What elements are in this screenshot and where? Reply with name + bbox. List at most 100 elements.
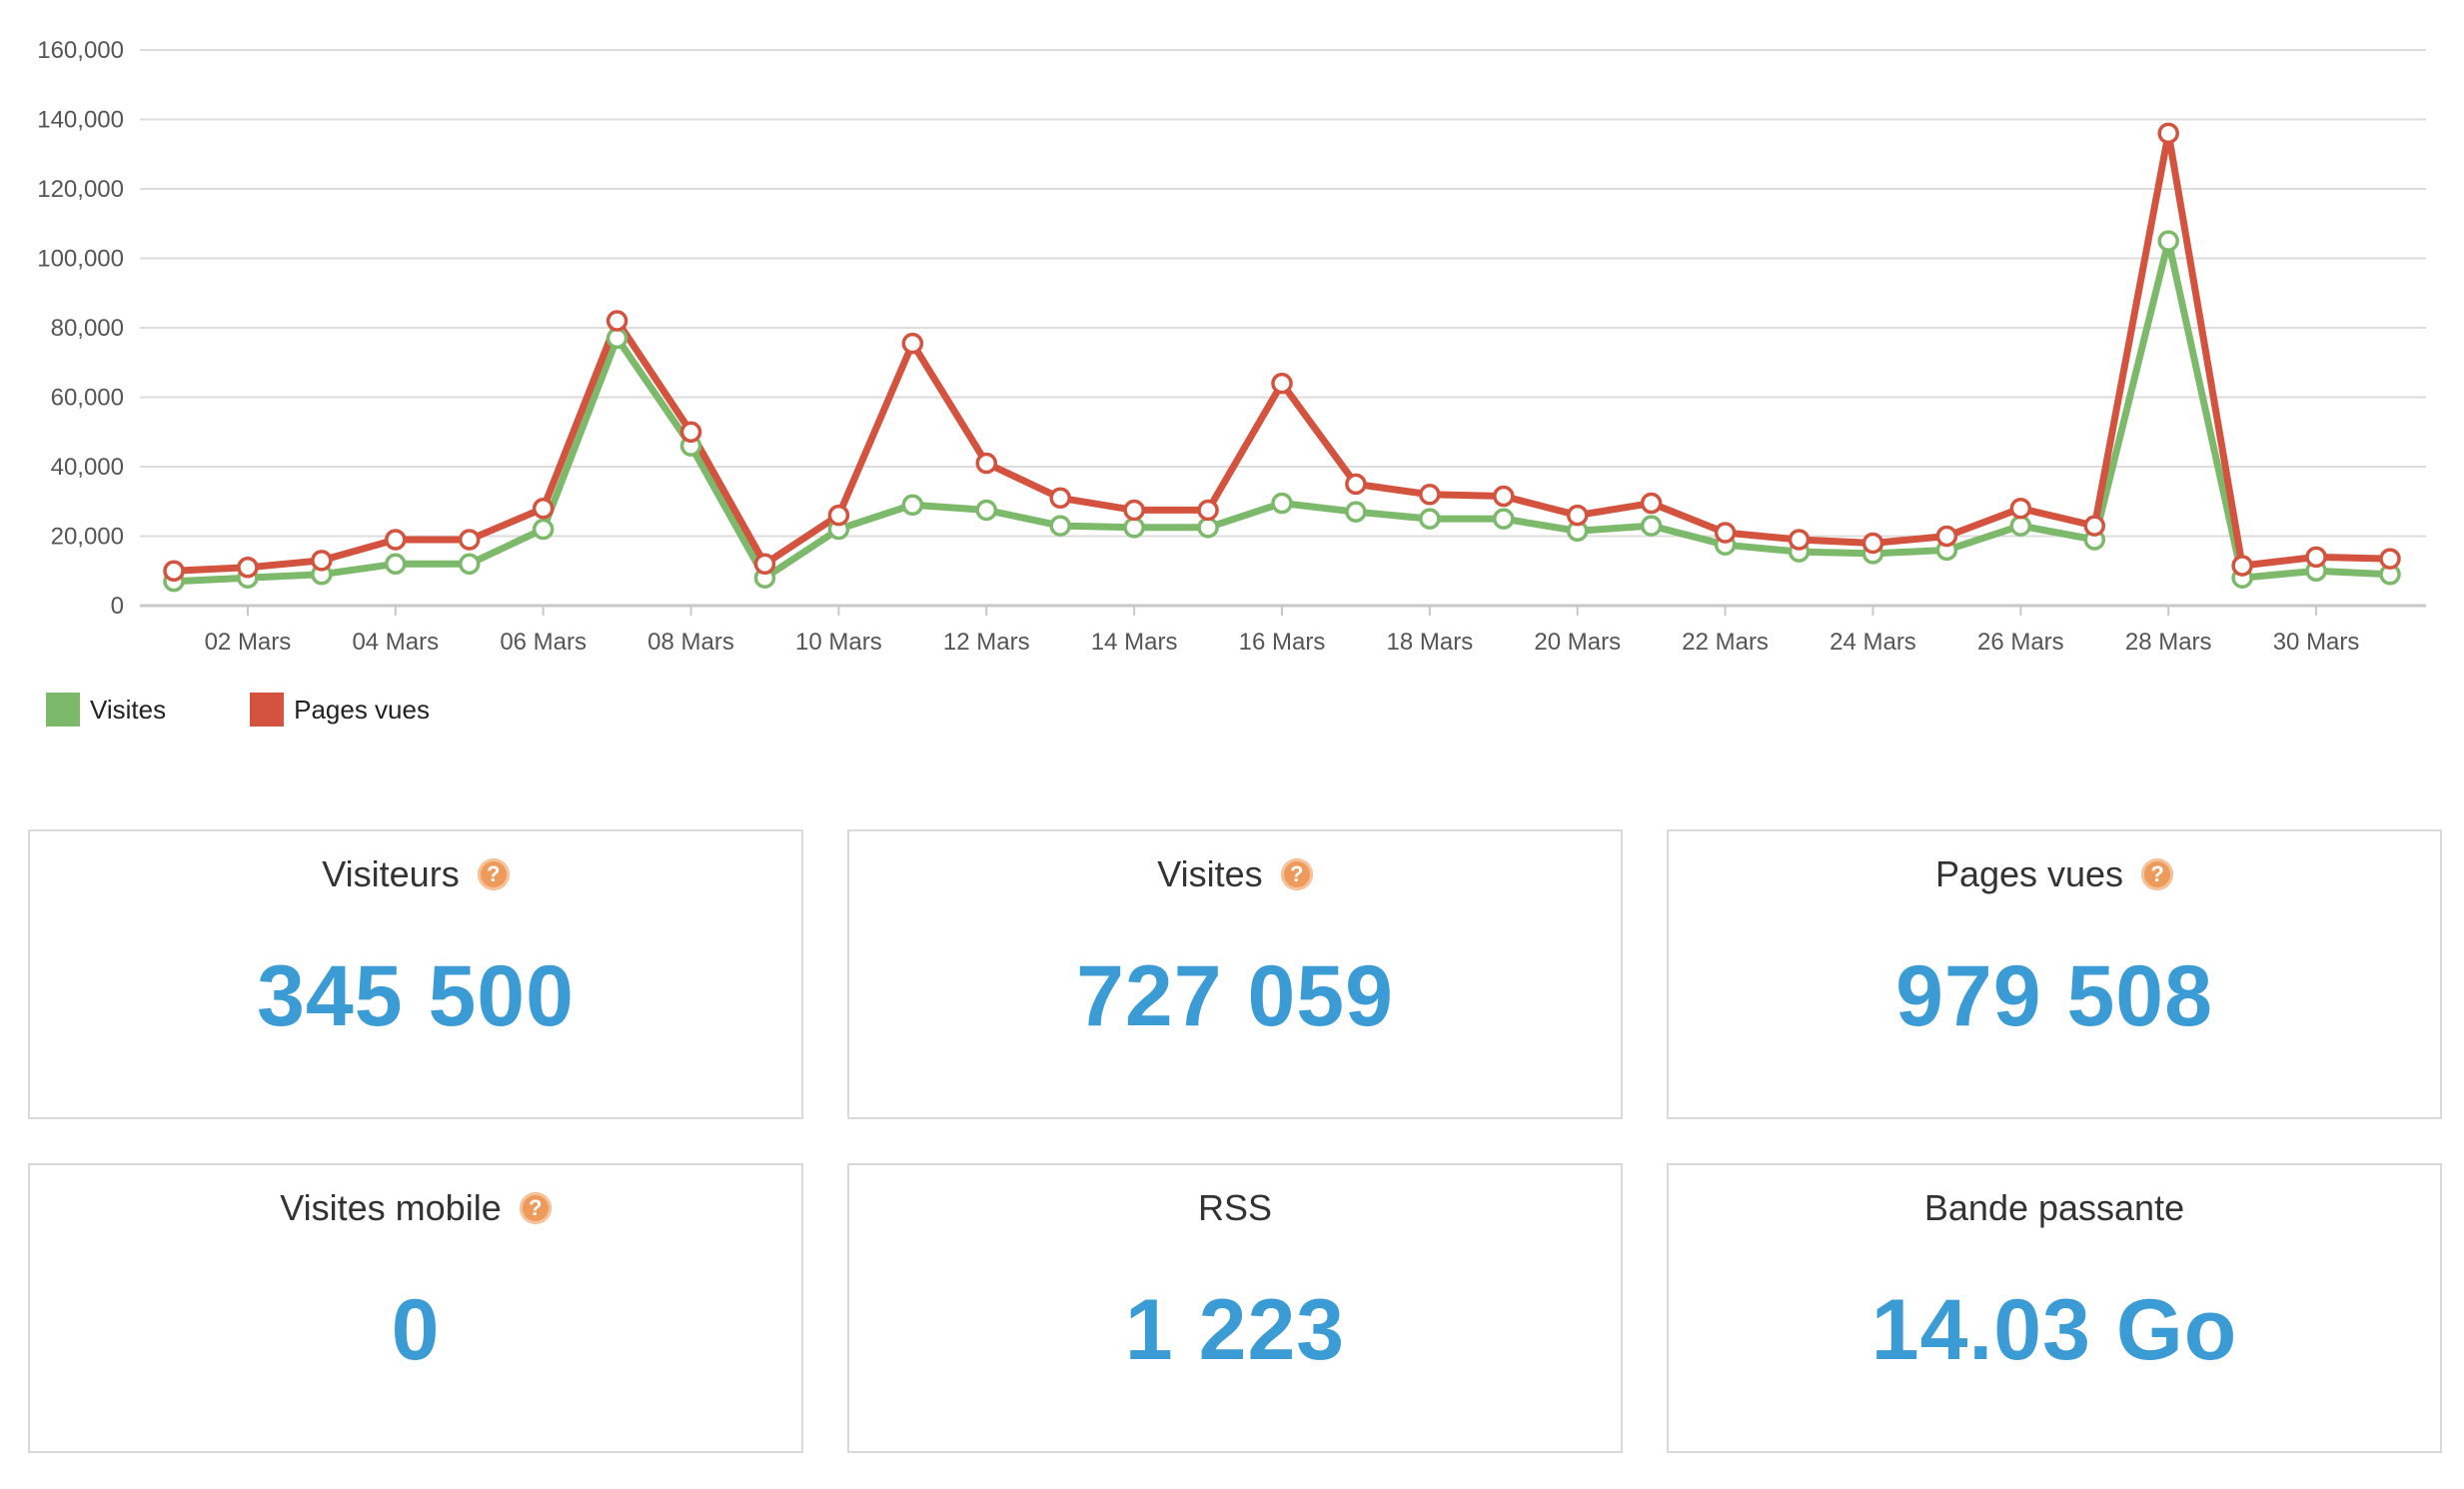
x-tick-label: 14 Mars <box>1091 629 1178 656</box>
data-point-pages-vues[interactable] <box>606 310 628 332</box>
data-point-pages-vues[interactable] <box>311 550 333 572</box>
help-icon[interactable]: ? <box>519 1192 552 1224</box>
data-point-visites[interactable] <box>901 494 924 516</box>
x-tick-label: 28 Mars <box>2125 629 2212 656</box>
y-tick-label: 140,000 <box>37 107 124 134</box>
data-point-pages-vues[interactable] <box>1935 525 1958 548</box>
stat-card-title: Bande passante <box>1923 1187 2185 1228</box>
stat-card-visites-mobile: Visites mobile ? 0 <box>28 1163 803 1453</box>
x-tick-label: 10 Mars <box>795 629 882 656</box>
legend-label-visites: Visites <box>90 694 167 725</box>
help-icon[interactable]: ? <box>477 858 510 890</box>
data-point-pages-vues[interactable] <box>827 504 850 527</box>
series-line-visites <box>170 237 2394 586</box>
stat-card-pages-vues: Pages vues ? 979 508 <box>1667 829 2442 1119</box>
data-point-pages-vues[interactable] <box>2157 122 2179 145</box>
stat-card-title: Visites mobile <box>280 1187 502 1228</box>
data-point-pages-vues[interactable] <box>1714 522 1737 544</box>
x-tick-label: 04 Mars <box>352 629 439 656</box>
stat-card-rss: RSS 1 223 <box>847 1163 1623 1453</box>
stat-card-title: RSS <box>1197 1187 1273 1228</box>
data-point-pages-vues[interactable] <box>458 529 481 551</box>
data-point-pages-vues[interactable] <box>2083 515 2106 537</box>
x-axis-tick-labels: 02 Mars 04 Mars 06 Mars 08 Mars 10 Mars 12 Ma… <box>205 606 2360 656</box>
stat-card-value: 0 <box>391 1282 441 1378</box>
data-point-visites[interactable] <box>385 553 407 576</box>
series-points <box>163 122 2401 593</box>
stat-card-title-row: Visites mobile ? <box>30 1185 801 1231</box>
data-point-visites[interactable] <box>2157 230 2179 252</box>
x-tick-label: 08 Mars <box>647 629 734 656</box>
y-axis-tick-labels: 0 20,000 40,000 60,000 80,000 100,000 120,000 1… <box>37 37 124 620</box>
data-point-pages-vues[interactable] <box>1049 487 1071 510</box>
data-point-pages-vues[interactable] <box>753 553 776 576</box>
chart-legend: Visites Pages vues <box>46 690 514 730</box>
stat-card-title: Visites <box>1157 853 1263 894</box>
stat-card-value: 727 059 <box>1076 948 1394 1044</box>
legend-swatch-visites <box>46 693 80 727</box>
x-tick-label: 20 Mars <box>1534 629 1621 656</box>
y-tick-label: 0 <box>111 593 124 620</box>
data-point-visites[interactable] <box>1640 515 1663 537</box>
data-point-visites[interactable] <box>2009 515 2032 537</box>
series-lines <box>170 129 2394 586</box>
stat-card-visites: Visites ? 727 059 <box>847 829 1623 1119</box>
data-point-visites[interactable] <box>1271 492 1293 515</box>
data-point-pages-vues[interactable] <box>679 421 702 443</box>
stat-card-title-row: Visiteurs ? <box>30 851 801 897</box>
help-icon[interactable]: ? <box>1280 858 1313 890</box>
data-point-visites[interactable] <box>1049 515 1071 537</box>
data-point-pages-vues[interactable] <box>1861 532 1884 555</box>
data-point-pages-vues[interactable] <box>1493 485 1515 508</box>
y-tick-label: 160,000 <box>37 37 124 64</box>
y-tick-label: 80,000 <box>51 315 124 342</box>
data-point-pages-vues[interactable] <box>1566 504 1589 527</box>
legend-item-visites[interactable]: Visites <box>46 693 166 727</box>
stat-card-title: Pages vues <box>1934 853 2124 894</box>
data-point-pages-vues[interactable] <box>385 529 407 551</box>
y-tick-label: 20,000 <box>51 524 124 551</box>
data-point-pages-vues[interactable] <box>1123 499 1145 522</box>
data-point-pages-vues[interactable] <box>532 497 555 520</box>
data-point-pages-vues[interactable] <box>2009 497 2032 520</box>
stat-card-bande-passante: Bande passante 14.03 Go <box>1667 1163 2442 1453</box>
data-point-visites[interactable] <box>975 499 998 522</box>
data-point-pages-vues[interactable] <box>1197 499 1219 522</box>
stat-card-value: 1 223 <box>1124 1282 1346 1378</box>
x-tick-label: 18 Mars <box>1387 629 1474 656</box>
stat-card-value: 345 500 <box>257 948 575 1044</box>
data-point-visites[interactable] <box>1197 517 1219 539</box>
data-point-pages-vues[interactable] <box>1419 484 1441 506</box>
data-point-pages-vues[interactable] <box>2379 548 2401 570</box>
data-point-visites[interactable] <box>1345 501 1367 523</box>
legend-label-pages-vues: Pages vues <box>294 694 430 725</box>
data-point-pages-vues[interactable] <box>163 560 185 582</box>
data-point-pages-vues[interactable] <box>1271 372 1293 395</box>
data-point-pages-vues[interactable] <box>1788 529 1811 551</box>
stat-card-title: Visiteurs <box>322 853 460 894</box>
data-point-pages-vues[interactable] <box>2305 546 2327 569</box>
data-point-visites[interactable] <box>458 553 481 576</box>
data-point-visites[interactable] <box>532 518 555 541</box>
data-point-pages-vues[interactable] <box>1640 492 1663 515</box>
stat-card-visiteurs: Visiteurs ? 345 500 <box>28 829 803 1119</box>
stat-card-value: 14.03 Go <box>1870 1282 2238 1378</box>
data-point-pages-vues[interactable] <box>237 557 259 579</box>
data-point-visites[interactable] <box>1493 508 1515 530</box>
data-point-visites[interactable] <box>606 327 628 350</box>
x-tick-label: 30 Mars <box>2273 629 2360 656</box>
x-tick-label: 02 Mars <box>205 629 292 656</box>
data-point-pages-vues[interactable] <box>975 452 998 475</box>
data-point-pages-vues[interactable] <box>2231 555 2253 577</box>
stat-card-title-row: RSS <box>849 1185 1621 1231</box>
data-point-visites[interactable] <box>1123 517 1145 539</box>
data-point-visites[interactable] <box>1419 508 1441 530</box>
stat-card-value: 979 508 <box>1895 948 2213 1044</box>
help-icon[interactable]: ? <box>2141 858 2174 890</box>
data-point-pages-vues[interactable] <box>901 332 924 355</box>
stat-card-title-row: Pages vues ? <box>1669 851 2440 897</box>
data-point-pages-vues[interactable] <box>1345 473 1367 496</box>
stat-card-title-row: Bande passante <box>1669 1185 2440 1231</box>
y-tick-label: 60,000 <box>51 385 124 412</box>
legend-item-pages-vues[interactable]: Pages vues <box>250 693 430 727</box>
